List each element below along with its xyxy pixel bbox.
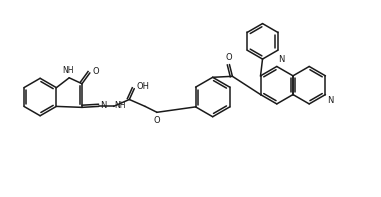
Text: N: N	[100, 101, 106, 110]
Text: N: N	[327, 96, 334, 105]
Text: N: N	[278, 56, 284, 64]
Text: NH: NH	[115, 101, 126, 110]
Text: O: O	[154, 116, 160, 125]
Text: O: O	[225, 53, 232, 61]
Text: OH: OH	[136, 82, 149, 91]
Text: O: O	[93, 67, 99, 76]
Text: NH: NH	[62, 66, 74, 75]
